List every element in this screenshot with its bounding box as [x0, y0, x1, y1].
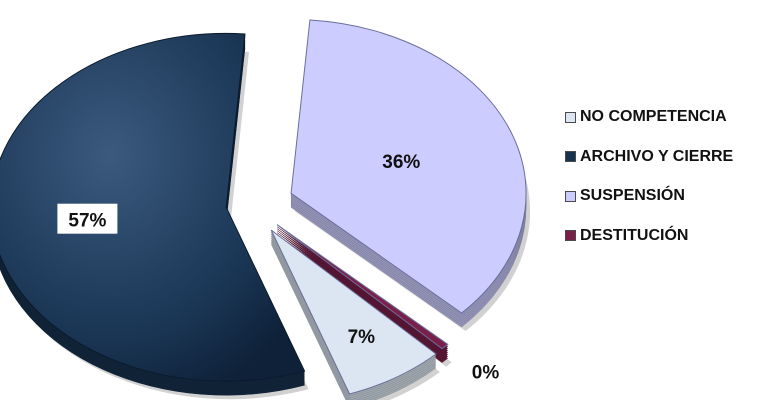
legend-swatch-suspension [565, 190, 576, 202]
legend-item-archivo-y-cierre: ARCHIVO Y CIERRE [565, 148, 733, 166]
slice-no-competencia [270, 229, 437, 395]
legend-label-suspension: SUSPENSIÓN [580, 187, 685, 204]
legend-label-destitucion: DESTITUCIÓN [580, 226, 689, 244]
legend-label-archivo-y-cierre: ARCHIVO Y CIERRE [580, 147, 734, 165]
pie-slices [0, 19, 527, 395]
slice-suspension [290, 19, 527, 314]
legend-label-no-competencia: NO COMPETENCIA [580, 108, 727, 125]
legend: NO COMPETENCIA ARCHIVO Y CIERRE SUSPENSI… [565, 108, 733, 266]
data-label-destitucion: 0% [472, 362, 500, 383]
pie-labels: 36% 0% 7% 57% [57, 152, 499, 383]
data-label-no-competencia: 7% [348, 327, 376, 348]
data-label-box-archivo-y-cierre [57, 203, 118, 234]
slice-destitucion [276, 224, 449, 350]
legend-item-no-competencia: NO COMPETENCIA [565, 108, 733, 126]
legend-item-destitucion: DESTITUCIÓN [565, 227, 733, 245]
legend-swatch-no-competencia [565, 111, 576, 123]
legend-item-suspension: SUSPENSIÓN [565, 187, 733, 205]
data-label-archivo-y-cierre: 57% [68, 211, 106, 232]
data-label-suspension: 36% [382, 152, 420, 173]
legend-swatch-archivo-y-cierre [565, 151, 576, 162]
legend-swatch-destitucion [565, 230, 576, 241]
slice-archivo-y-cierre [0, 32, 306, 382]
